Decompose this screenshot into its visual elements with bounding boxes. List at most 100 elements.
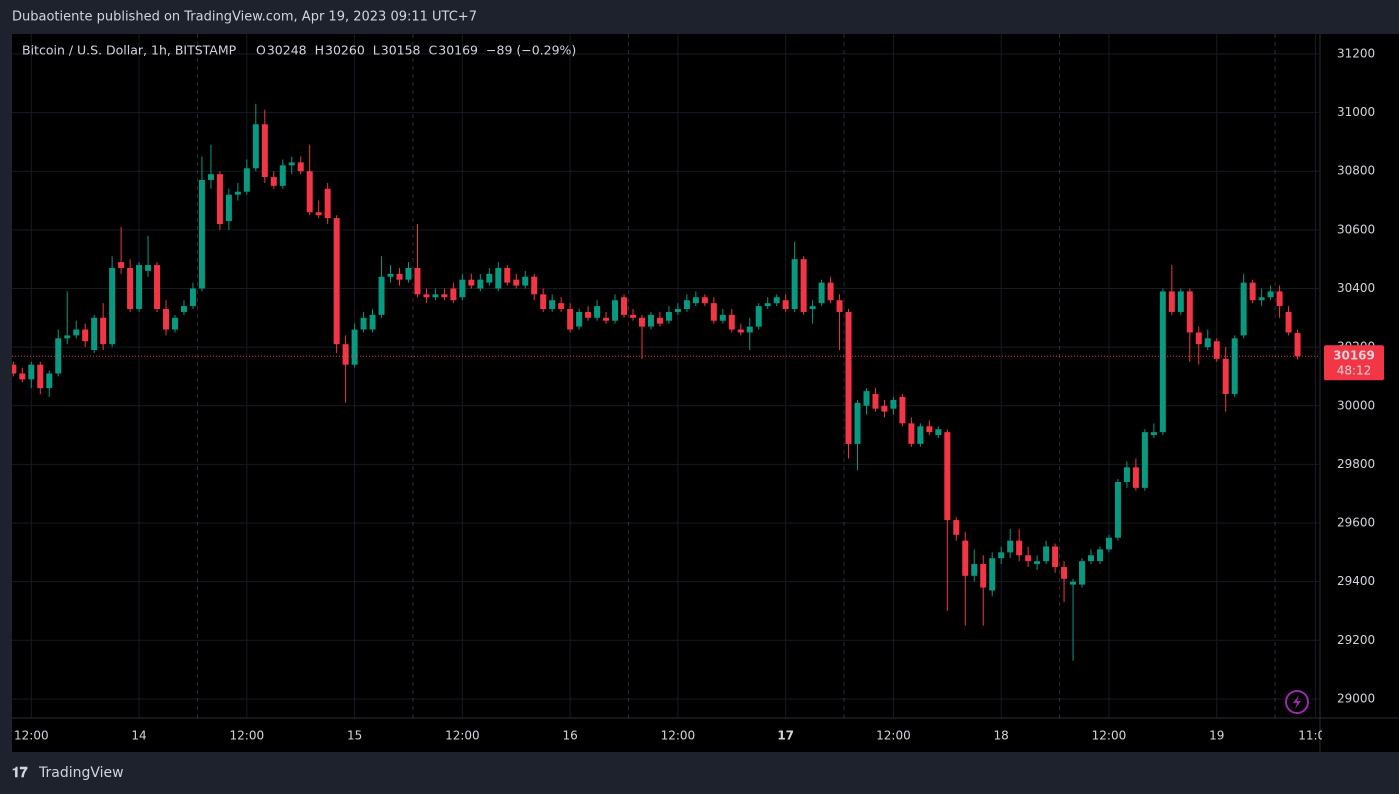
candle-body <box>1150 432 1157 436</box>
candle-body <box>665 311 672 321</box>
x-tick-label: 11:00 <box>1298 729 1333 743</box>
header-title: Dubaotiente published on TradingView.com… <box>12 10 477 25</box>
candle-body <box>962 540 969 576</box>
candle-body <box>82 329 89 342</box>
candle-body <box>306 171 313 213</box>
candle-body <box>863 391 870 406</box>
candle-body <box>683 300 690 310</box>
legend-key: H <box>315 43 324 58</box>
candle-body <box>782 300 789 310</box>
candle-body <box>91 317 98 351</box>
candle-body <box>1276 291 1283 307</box>
candle-body <box>432 294 439 298</box>
candle-body <box>576 311 583 327</box>
candle-body <box>656 317 663 324</box>
candle-body <box>216 174 223 224</box>
price-label: 30169 <box>1333 349 1375 363</box>
candle-body <box>225 194 232 222</box>
candle-body <box>180 306 187 312</box>
candles <box>12 103 1320 661</box>
x-tick-label: 18 <box>994 729 1009 743</box>
candle-body <box>647 314 654 327</box>
candle-body <box>163 309 170 330</box>
candle-body <box>621 297 628 315</box>
candle-body <box>638 317 645 327</box>
candle-body <box>405 267 412 280</box>
candle-body <box>1070 581 1077 585</box>
candle-body <box>19 373 26 380</box>
grid <box>12 34 1320 718</box>
candle-body <box>279 165 286 186</box>
candle-body <box>998 552 1005 559</box>
candle-body <box>1195 332 1202 345</box>
candle-body <box>1079 561 1086 585</box>
candle-body <box>845 311 852 444</box>
candle-body <box>504 267 511 283</box>
candle-body <box>1267 291 1274 298</box>
candle-body <box>1034 561 1041 565</box>
candle-body <box>1159 291 1166 433</box>
candle-body <box>1025 555 1032 562</box>
price-label-box <box>1324 345 1384 381</box>
candle-body <box>12 364 17 374</box>
lightning-icon[interactable] <box>1285 690 1309 714</box>
legend: Bitcoin / U.S. Dollar, 1h, BITSTAMP O 302… <box>22 43 576 58</box>
candle-body <box>674 309 681 312</box>
candle-body <box>28 364 35 380</box>
candle-body <box>270 177 277 186</box>
candle-body <box>953 520 960 535</box>
symbol: Bitcoin / U.S. Dollar, 1h, BITSTAMP <box>22 43 237 58</box>
candle-body <box>926 426 933 433</box>
y-tick-label: 30000 <box>1337 398 1375 412</box>
candle-body <box>288 162 295 166</box>
candle-body <box>118 262 125 268</box>
candle-body <box>261 124 268 178</box>
candle-body <box>1061 567 1068 579</box>
candle-body <box>64 335 71 339</box>
candle-body <box>1114 481 1121 538</box>
candle-body <box>728 314 735 330</box>
candle-body <box>746 326 753 333</box>
countdown: 48:12 <box>1337 364 1372 378</box>
candle-body <box>486 273 493 283</box>
y-tick-label: 30800 <box>1337 164 1375 178</box>
candle-body <box>145 265 152 271</box>
candle-body <box>127 267 134 310</box>
candle-body <box>522 276 529 286</box>
candle-body <box>207 174 214 181</box>
candle-body <box>73 329 80 336</box>
candle-body <box>1258 297 1265 301</box>
candle-body <box>773 297 780 304</box>
candle-body <box>396 273 403 280</box>
candle-body <box>872 394 879 409</box>
candle-body <box>324 188 331 219</box>
candle-body <box>800 259 807 312</box>
candle-body <box>198 180 205 289</box>
candle-body <box>351 329 358 365</box>
candle-body <box>342 344 349 365</box>
candle-body <box>441 294 448 298</box>
candle-body <box>737 329 744 333</box>
legend-value: 30248 <box>267 43 307 58</box>
candle-body <box>477 279 484 289</box>
candle-body <box>360 317 367 330</box>
candle-body <box>1168 291 1175 312</box>
candle-body <box>1294 333 1301 357</box>
candle-body <box>980 564 987 588</box>
candle-body <box>315 212 322 216</box>
candle-body <box>1240 282 1247 336</box>
candle-body <box>558 303 565 310</box>
candle-body <box>809 306 816 310</box>
x-tick-label: 12:00 <box>445 729 480 743</box>
candle-body <box>935 429 942 436</box>
candle-body <box>1016 540 1023 556</box>
legend-key: O <box>256 43 266 58</box>
candle-body <box>1204 338 1211 348</box>
candle-body <box>701 297 708 304</box>
candle-body <box>540 294 547 310</box>
legend-change: −89 (−0.29%) <box>486 43 576 58</box>
candle-body <box>1222 358 1229 395</box>
axes: 2900029200294002960029800300003020030400… <box>1324 46 1384 705</box>
